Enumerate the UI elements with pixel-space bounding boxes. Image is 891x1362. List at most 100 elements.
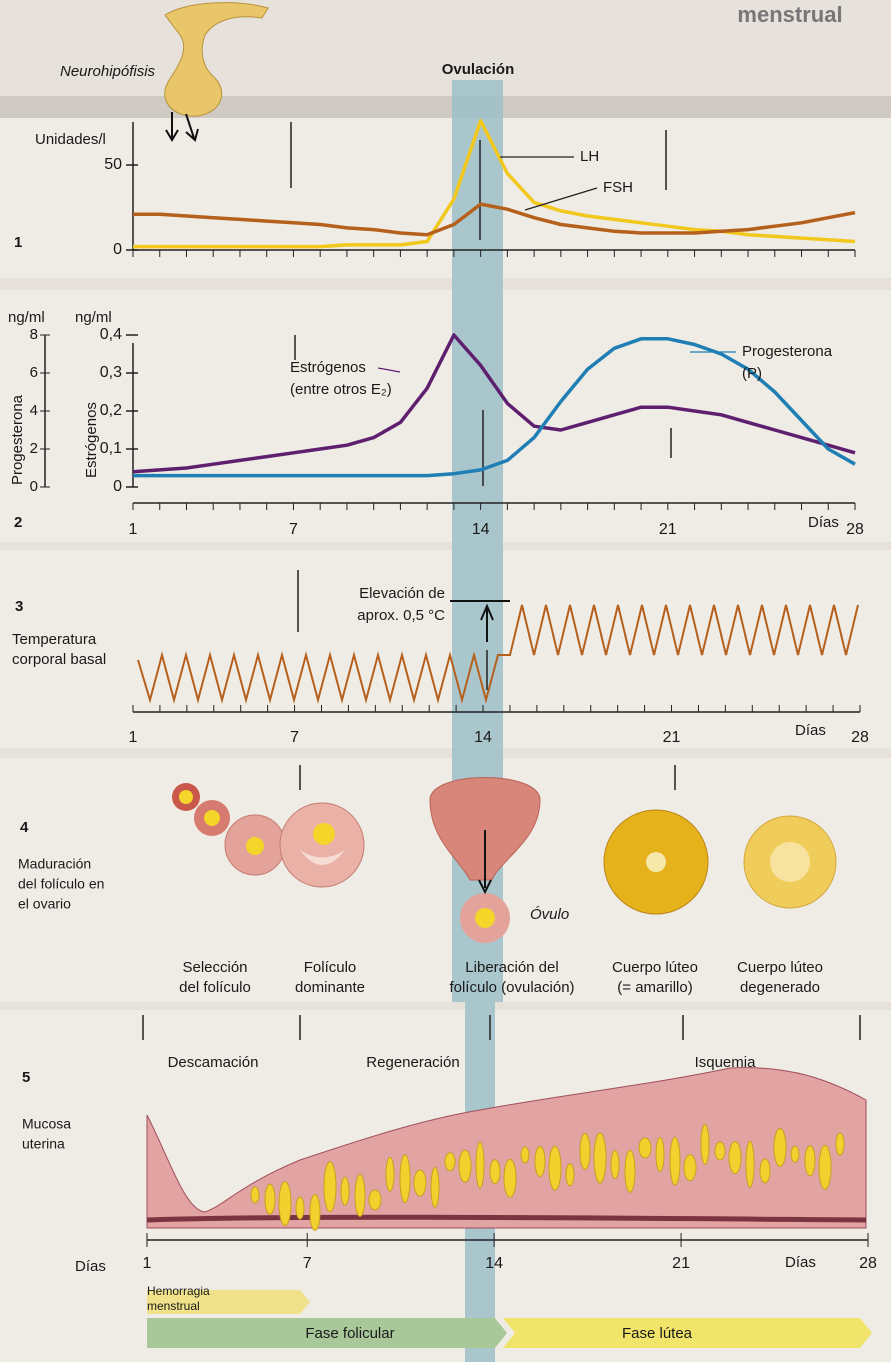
y-tick-label: 0 [113,478,122,495]
y-axis-label: Estrógenos [83,402,100,478]
legend-note: (entre otros E₂) [290,381,392,398]
gland [670,1137,680,1185]
label: Elevación de [359,585,445,602]
x-tick-label: 7 [289,521,298,538]
y-tick-label: 50 [104,156,122,173]
label: Cuerpo lúteo [612,959,698,976]
y-tick-label: 0 [113,241,122,258]
legend-note: (P) [742,365,762,382]
gland [566,1164,574,1186]
x-tick-label: 1 [129,521,138,538]
label: dominante [295,979,365,996]
y2-tick-label: 6 [30,364,38,381]
label: Cuerpo lúteo [737,959,823,976]
gland [805,1146,815,1176]
label: Maduración [18,856,91,872]
panel-number: 1 [14,234,22,251]
panel-number: 4 [20,819,29,836]
gland [490,1160,500,1184]
gland [625,1150,635,1192]
x-axis-label: Días [795,722,826,739]
gland [715,1142,725,1160]
x-tick-label: 28 [859,1255,877,1272]
label: folículo (ovulación) [449,979,574,996]
gland [746,1141,754,1187]
gland [324,1162,336,1212]
gland [760,1159,770,1183]
gland [400,1155,410,1203]
gland [611,1151,619,1179]
label: aprox. 0,5 °C [357,607,445,624]
gland [476,1142,484,1188]
gland [684,1155,696,1181]
panel-number: 3 [15,598,23,615]
label: el ovario [18,896,71,912]
label: del folículo en [18,876,104,892]
gland [549,1146,561,1190]
label: Temperatura [12,631,97,648]
label: Folículo [304,959,357,976]
x-tick-label: 14 [474,729,492,746]
figure: menstrual Neurohipófisis Ovulación 1050U… [0,0,891,1362]
gland [836,1133,844,1155]
y-tick-label: 0,1 [100,440,122,457]
x-tick-label: 14 [485,1255,503,1272]
x-tick-label: 21 [672,1255,690,1272]
gland [369,1190,381,1210]
gland [774,1129,786,1167]
mucosa-base [147,1217,866,1220]
x-tick-label: 1 [129,729,138,746]
gland [431,1167,439,1207]
label: uterina [22,1136,65,1152]
label: Selección [182,959,247,976]
gland [504,1159,516,1197]
gland [639,1138,651,1158]
stage-label: Isquemia [695,1054,757,1071]
x-tick-label: 28 [851,729,869,746]
x-tick-label: 21 [663,729,681,746]
legend-label: FSH [603,179,633,196]
legend-label: Estrógenos [290,359,366,376]
panel-bg [0,550,891,748]
y2-unit: ng/ml [8,309,45,326]
gland [251,1187,259,1203]
gland [386,1157,394,1191]
gland [594,1133,606,1183]
gland [265,1184,275,1214]
y2-tick-label: 4 [30,402,38,419]
label: Hemorragia [147,1284,210,1298]
label: (= amarillo) [617,979,692,996]
gland [310,1194,320,1230]
y2-tick-label: 0 [30,478,38,495]
gland [414,1170,426,1196]
x-tick-label: 7 [290,729,299,746]
x-tick-label: 7 [303,1255,312,1272]
gland [535,1147,545,1177]
legend-label: LH [580,148,599,165]
stage-label: Regeneración [366,1054,459,1071]
y2-tick-label: 2 [30,440,38,457]
phase-label: Fase folicular [305,1325,394,1342]
y-tick-label: 0,3 [100,364,122,381]
gland [296,1197,304,1219]
x-axis-label: Días [75,1258,106,1275]
page-heading: menstrual [737,2,842,27]
y-axis-label: Unidades/l [35,131,106,148]
x-axis-label: Días [808,514,839,531]
gland [521,1147,529,1163]
gland [355,1175,365,1217]
panel-number: 2 [14,514,22,531]
label: menstrual [147,1299,200,1313]
phase-label: Fase lútea [622,1325,693,1342]
panel-number: 5 [22,1069,30,1086]
x-axis-label: Días [785,1254,816,1271]
gland [656,1138,664,1172]
label: Mucosa [22,1116,71,1132]
y-tick-label: 0,2 [100,402,122,419]
gland [459,1150,471,1182]
gland [729,1142,741,1174]
y2-axis-label: Progesterona [9,394,26,485]
x-tick-label: 14 [472,521,490,538]
y2-tick-label: 8 [30,326,38,343]
legend-label: Progesterona [742,343,833,360]
